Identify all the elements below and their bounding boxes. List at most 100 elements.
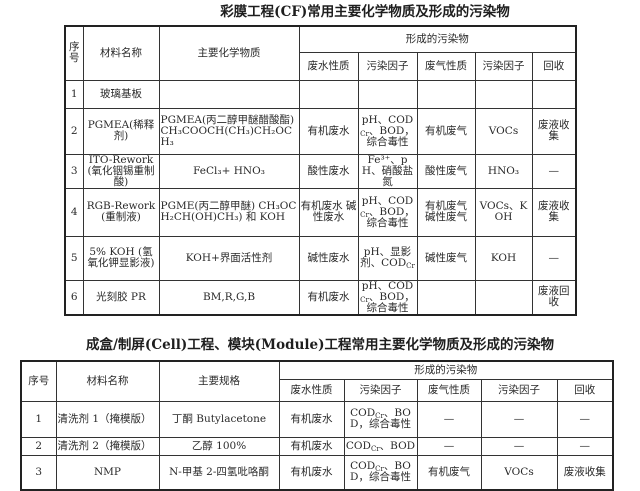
subheader-wastewater-type: 废水性质 [298, 51, 359, 81]
exhaust-type-cell: — [416, 436, 482, 456]
main-chemical-text: 乙醇 100% [191, 439, 247, 452]
wastewater-factor-cell: CODCr、BOD，综合毒性 [343, 400, 418, 438]
wastewater-type-cell: 酸性废水 [298, 153, 359, 189]
recovery-text: 废液收集 [538, 200, 570, 223]
exhaust-factor-cell: — [480, 436, 558, 456]
exhaust-type-text: — [443, 439, 455, 452]
wastewater-factor-cell: pH、CODCr、BOD，综合毒性 [357, 279, 418, 315]
main-chemical-cell: 丁酮 Butylacetone [158, 400, 280, 438]
subheader-wastewater-type: 废水性质 [278, 378, 345, 402]
wastewater-type-text: 有机废水 碱性废水 [300, 200, 357, 223]
recovery-cell: 废液收集 [531, 107, 577, 155]
wastewater-factor-cell: CODCr、BOD [343, 436, 418, 456]
wastewater-factor-text: CODCr、BOD，综合毒性 [350, 407, 411, 430]
row-number-cell: 5 [64, 235, 84, 281]
subheader-exhaust-factor: 污染因子 [474, 51, 533, 81]
wastewater-type-text: 有机废水 [290, 465, 333, 478]
material-name-text: ITO-Rework (氧化铟锡重制酸) [87, 154, 155, 188]
main-chemical-cell: 乙醇 100% [158, 436, 280, 456]
exhaust-factor-text: — [513, 412, 525, 425]
table-row: 5 5% KOH (氢氧化钾显影液) KOH+界面活性剂 碱性废水 pH、显影剂、COD… [64, 235, 577, 281]
exhaust-type-cell: 碱性废气 [416, 235, 476, 281]
material-name-text: 清洗剂 2（掩模版） [57, 439, 152, 452]
subheader-wastewater-factor: 污染因子 [357, 51, 418, 81]
main-chemical-cell: KOH+界面活性剂 [158, 235, 300, 281]
subheader-recovery: 回收 [556, 378, 614, 402]
exhaust-type-cell: 有机废气 [416, 107, 476, 155]
wastewater-factor-cell: pH、显影剂、CODCr [357, 235, 418, 281]
exhaust-factor-cell: KOH [474, 235, 533, 281]
recovery-cell: 废液回收 [531, 279, 577, 315]
main-chemical-text: PGMEA(丙二醇甲醚醋酸酯) CH₃COOCH(CH₃)CH₂OCH₃ [160, 113, 295, 148]
wastewater-type-text: 有机废水 [307, 290, 350, 303]
recovery-cell: — [556, 400, 614, 438]
row-number-text: 2 [70, 124, 78, 137]
wastewater-type-text: 有机废水 [290, 439, 333, 452]
row-number-text: 4 [70, 205, 78, 218]
wastewater-factor-text: pH、CODCr、BOD，综合毒性 [360, 280, 415, 314]
main-chemical-text: FeCl₃+ HNO₃ [193, 164, 265, 177]
exhaust-type-cell [416, 279, 476, 315]
row-number-text: 3 [35, 465, 43, 478]
row-number-cell: 6 [64, 279, 84, 315]
material-name-text: RGB-Rework(重制液) [86, 200, 156, 223]
main-chemical-text: BM,R,G,B [202, 290, 256, 303]
cf-chemicals-table: 序号 材料名称 主要化学物质 形成的污染物 废水性质 污染因子 废气性质 污染因子 回收 1 玻璃基… [64, 25, 578, 316]
row-number-cell: 4 [64, 187, 84, 237]
table-row: 4 RGB-Rework(重制液) PGME(丙二醇甲醚) CH₃OCH₂CH(OH… [64, 187, 577, 237]
row-number-text: 6 [70, 290, 78, 303]
table-row: 3 NMP N-甲基 2-四氢吡咯酮 有机废水 CODCr、BOD，综合毒性 有机废气 VO… [20, 454, 614, 491]
wastewater-factor-text: pH、CODCr、BOD，综合毒性 [360, 113, 415, 148]
header-chemical: 主要化学物质 [158, 25, 300, 81]
exhaust-type-cell [416, 79, 476, 109]
wastewater-type-text: 酸性废水 [307, 164, 350, 177]
wastewater-factor-cell [357, 79, 418, 109]
row-number-cell: 1 [64, 79, 84, 109]
exhaust-factor-cell: VOCs [480, 454, 558, 491]
wastewater-type-text: 碱性废水 [307, 251, 350, 264]
exhaust-factor-cell [474, 279, 533, 315]
material-name-cell: 5% KOH (氢氧化钾显影液) [82, 235, 160, 281]
material-name-cell: 玻璃基板 [82, 79, 160, 109]
exhaust-type-text: 酸性废气 [425, 164, 467, 177]
material-name-cell: 光刻胶 PR [82, 279, 160, 315]
header-chemical: 主要规格 [158, 360, 280, 402]
wastewater-type-cell [298, 79, 359, 109]
recovery-cell: — [531, 235, 577, 281]
material-name-text: 清洗剂 1（掩模版） [57, 412, 152, 425]
recovery-text: 废液收集 [538, 119, 570, 142]
header-material: 材料名称 [82, 25, 160, 81]
main-chemical-cell: BM,R,G,B [158, 279, 300, 315]
material-name-text: NMP [93, 465, 121, 478]
row-number-text: 3 [70, 164, 78, 177]
main-chemical-cell: PGME(丙二醇甲醚) CH₃OCH₂CH(OH)CH₃) 和 KOH [158, 187, 300, 237]
header-pollutants: 形成的污染物 [278, 360, 614, 380]
subheader-exhaust-factor: 污染因子 [480, 378, 558, 402]
material-name-text: PGMEA(稀释剂) [87, 119, 155, 142]
table-row: 6 光刻胶 PR BM,R,G,B 有机废水 pH、CODCr、BOD，综合毒性 废液回收 [64, 279, 577, 315]
wastewater-type-text: 有机废水 [307, 124, 350, 137]
header-row: 序号 材料名称 主要化学物质 形成的污染物 [64, 25, 577, 81]
subheader-row: 废水性质 污染因子 废气性质 污染因子 回收 [65, 51, 577, 81]
material-name-text: 玻璃基板 [100, 87, 142, 100]
recovery-text: 废液收集 [563, 465, 606, 478]
row-number-text: 2 [35, 439, 43, 452]
table-row: 1 玻璃基板 [64, 79, 577, 109]
exhaust-type-text: — [443, 412, 455, 425]
exhaust-type-text: 有机废气 碱性废气 [425, 200, 467, 223]
material-name-cell: NMP [55, 454, 160, 491]
subheader-exhaust-type: 废气性质 [416, 51, 476, 81]
exhaust-factor-text: HNO₃ [487, 164, 520, 177]
recovery-text: — [579, 439, 591, 452]
exhaust-factor-cell: VOCs [474, 107, 533, 155]
exhaust-factor-text: KOH [490, 251, 517, 264]
subheader-recovery: 回收 [531, 51, 577, 81]
exhaust-factor-cell: VOCs、KOH [474, 187, 533, 237]
exhaust-type-text: 碱性废气 [425, 251, 467, 264]
header-no: 序号 [64, 25, 84, 81]
material-name-text: 光刻胶 PR [96, 290, 146, 303]
recovery-cell: — [531, 153, 577, 189]
wastewater-factor-text: CODCr、BOD [345, 439, 416, 453]
wastewater-type-cell: 有机废水 [278, 436, 345, 456]
row-number-text: 5 [70, 251, 78, 264]
